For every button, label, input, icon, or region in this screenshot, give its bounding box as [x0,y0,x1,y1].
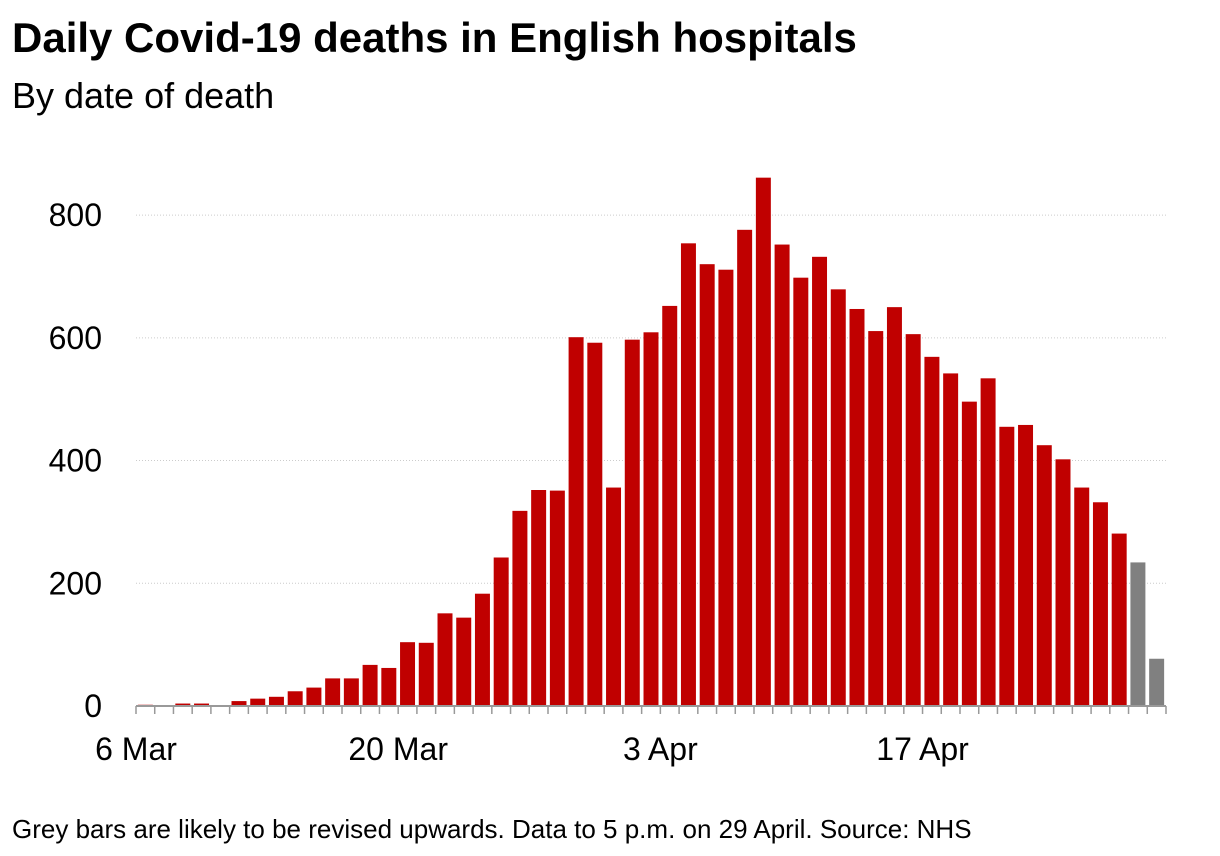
x-axis-labels: 6 Mar 20 Mar 3 Apr 17 Apr [95,731,969,767]
bar-3 [194,703,210,706]
bar-52 [1111,533,1127,706]
bar-30 [699,264,715,706]
y-tick-label-600: 600 [49,320,102,356]
bar-43 [943,373,959,706]
bar-22 [549,490,565,706]
bar-36 [812,256,828,706]
bar-42 [924,356,940,706]
bar-44 [961,401,977,706]
bars [137,177,1165,707]
bar-38 [849,308,865,706]
bar-10 [325,678,341,706]
bar-37 [830,289,846,706]
bar-16 [437,613,453,706]
bar-5 [231,701,247,706]
bar-23 [568,337,584,706]
x-tick-label-42: 17 Apr [876,731,969,767]
bar-33 [755,177,771,706]
bar-51 [1092,502,1108,706]
bar-35 [793,277,809,706]
bar-21 [531,490,547,706]
y-tick-label-0: 0 [84,688,102,724]
bar-7 [268,696,284,706]
y-tick-label-800: 800 [49,197,102,233]
bar-8 [287,691,303,706]
bar-13 [381,667,397,706]
y-tick-label-200: 200 [49,565,102,601]
bar-25 [606,487,622,706]
bar-31 [718,269,734,706]
y-axis-labels: 0 200 400 600 800 [49,197,102,724]
y-tick-label-400: 400 [49,443,102,479]
bar-47 [1018,424,1034,706]
chart-title: Daily Covid-19 deaths in English hospita… [12,14,857,61]
bar-14 [400,642,416,706]
bar-32 [737,229,753,706]
bar-28 [662,305,678,706]
x-tick-label-28: 3 Apr [623,731,698,767]
bar-12 [362,664,378,706]
bar-27 [643,332,659,706]
bar-18 [474,593,490,706]
bar-26 [624,339,640,706]
bar-17 [456,617,472,706]
x-tick-label-0: 6 Mar [95,731,177,767]
bar-19 [493,557,509,706]
bar-20 [512,510,528,706]
x-axis [135,705,1167,714]
bar-54 [1149,658,1165,706]
bar-45 [980,378,996,706]
bar-50 [1074,487,1090,706]
bar-53 [1130,562,1146,706]
bar-24 [587,342,603,706]
bar-40 [886,307,902,706]
bar-11 [343,678,359,706]
bar-29 [680,243,696,706]
bar-39 [868,331,884,706]
bar-2 [175,703,191,706]
bar-41 [905,334,921,706]
bar-6 [250,698,266,706]
bar-9 [306,687,322,706]
x-tick-label-14: 20 Mar [348,731,448,767]
bar-46 [999,426,1015,706]
bar-34 [774,244,790,707]
bar-15 [418,642,434,706]
chart-subtitle: By date of death [12,75,275,116]
footnote: Grey bars are likely to be revised upwar… [12,814,972,844]
bar-chart: 0 200 400 600 800 6 Mar 20 Mar 3 Apr 17 Apr [49,177,1167,767]
bar-48 [1036,445,1052,706]
bar-49 [1055,459,1071,706]
